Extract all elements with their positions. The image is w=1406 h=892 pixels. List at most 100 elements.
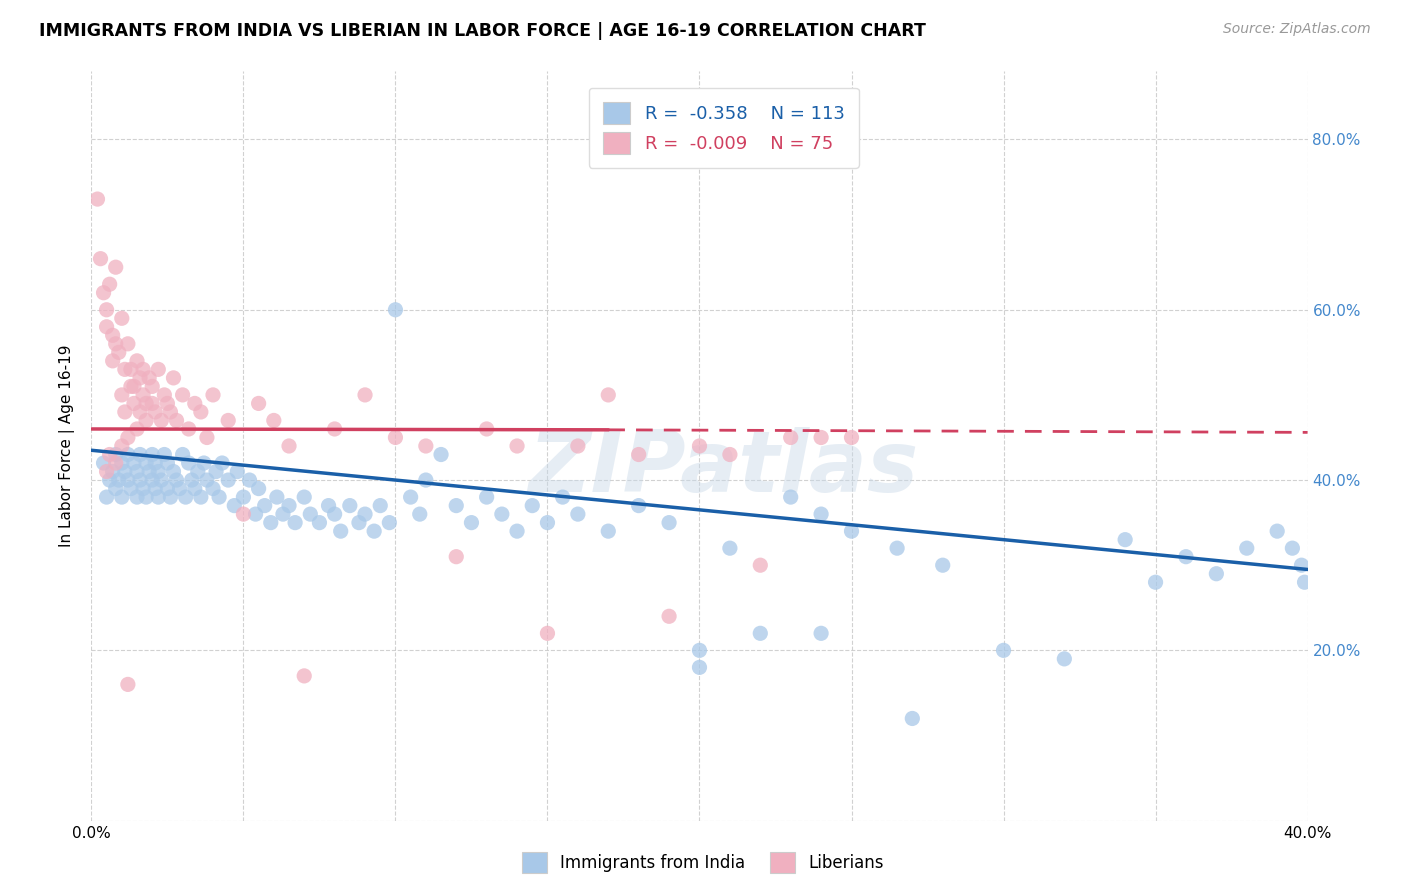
Point [217, 413, 239, 427]
Point [688, 660, 710, 674]
Point [107, 345, 129, 359]
Point [104, 482, 127, 496]
Point [749, 626, 772, 640]
Point [506, 524, 529, 538]
Point [217, 473, 239, 487]
Point [232, 490, 254, 504]
Point [129, 448, 152, 462]
Point [245, 507, 267, 521]
Point [232, 507, 254, 521]
Text: Source: ZipAtlas.com: Source: ZipAtlas.com [1223, 22, 1371, 37]
Point [399, 490, 422, 504]
Point [263, 413, 285, 427]
Point [339, 499, 361, 513]
Point [208, 490, 231, 504]
Point [184, 396, 207, 410]
Point [111, 311, 134, 326]
Point [195, 473, 218, 487]
Point [536, 626, 558, 640]
Point [993, 643, 1015, 657]
Point [384, 430, 406, 444]
Point [1294, 575, 1316, 590]
Point [166, 413, 188, 427]
Point [162, 465, 184, 479]
Point [111, 456, 134, 470]
Point [658, 609, 681, 624]
Point [444, 549, 467, 564]
Point [104, 456, 127, 470]
Point [384, 302, 406, 317]
Point [551, 490, 574, 504]
Point [567, 439, 589, 453]
Point [117, 473, 139, 487]
Point [150, 473, 173, 487]
Point [184, 482, 207, 496]
Point [202, 482, 225, 496]
Point [101, 354, 124, 368]
Point [129, 473, 152, 487]
Point [156, 482, 179, 496]
Point [323, 507, 346, 521]
Point [779, 430, 801, 444]
Point [205, 465, 228, 479]
Point [475, 422, 498, 436]
Point [1114, 533, 1136, 547]
Point [98, 448, 121, 462]
Point [98, 277, 121, 292]
Point [148, 362, 170, 376]
Point [323, 422, 346, 436]
Point [93, 285, 115, 300]
Point [120, 379, 142, 393]
Point [132, 362, 155, 376]
Point [253, 499, 276, 513]
Point [117, 677, 139, 691]
Point [1053, 652, 1076, 666]
Point [166, 473, 188, 487]
Point [135, 396, 157, 410]
Point [318, 499, 340, 513]
Point [522, 499, 544, 513]
Point [104, 260, 127, 275]
Point [266, 490, 288, 504]
Point [363, 524, 385, 538]
Point [841, 524, 863, 538]
Point [1205, 566, 1227, 581]
Point [491, 507, 513, 521]
Point [226, 465, 249, 479]
Point [190, 490, 212, 504]
Point [114, 362, 136, 376]
Point [117, 430, 139, 444]
Point [598, 524, 620, 538]
Point [190, 405, 212, 419]
Point [329, 524, 352, 538]
Point [96, 302, 118, 317]
Point [111, 490, 134, 504]
Point [187, 465, 209, 479]
Point [931, 558, 953, 573]
Legend: R =  -0.358    N = 113, R =  -0.009    N = 75: R = -0.358 N = 113, R = -0.009 N = 75 [589, 88, 859, 168]
Point [96, 490, 118, 504]
Point [180, 473, 202, 487]
Point [93, 456, 115, 470]
Point [810, 430, 832, 444]
Point [1291, 558, 1313, 573]
Point [169, 482, 191, 496]
Point [98, 473, 121, 487]
Point [135, 413, 157, 427]
Point [122, 379, 145, 393]
Point [1174, 549, 1197, 564]
Point [132, 482, 155, 496]
Point [125, 490, 148, 504]
Point [132, 388, 155, 402]
Point [354, 507, 377, 521]
Point [141, 473, 163, 487]
Point [368, 499, 391, 513]
Point [141, 379, 163, 393]
Point [101, 465, 124, 479]
Text: ZIPatlas: ZIPatlas [529, 427, 920, 510]
Point [159, 490, 181, 504]
Point [125, 465, 148, 479]
Point [129, 405, 152, 419]
Y-axis label: In Labor Force | Age 16-19: In Labor Force | Age 16-19 [59, 344, 76, 548]
Point [104, 448, 127, 462]
